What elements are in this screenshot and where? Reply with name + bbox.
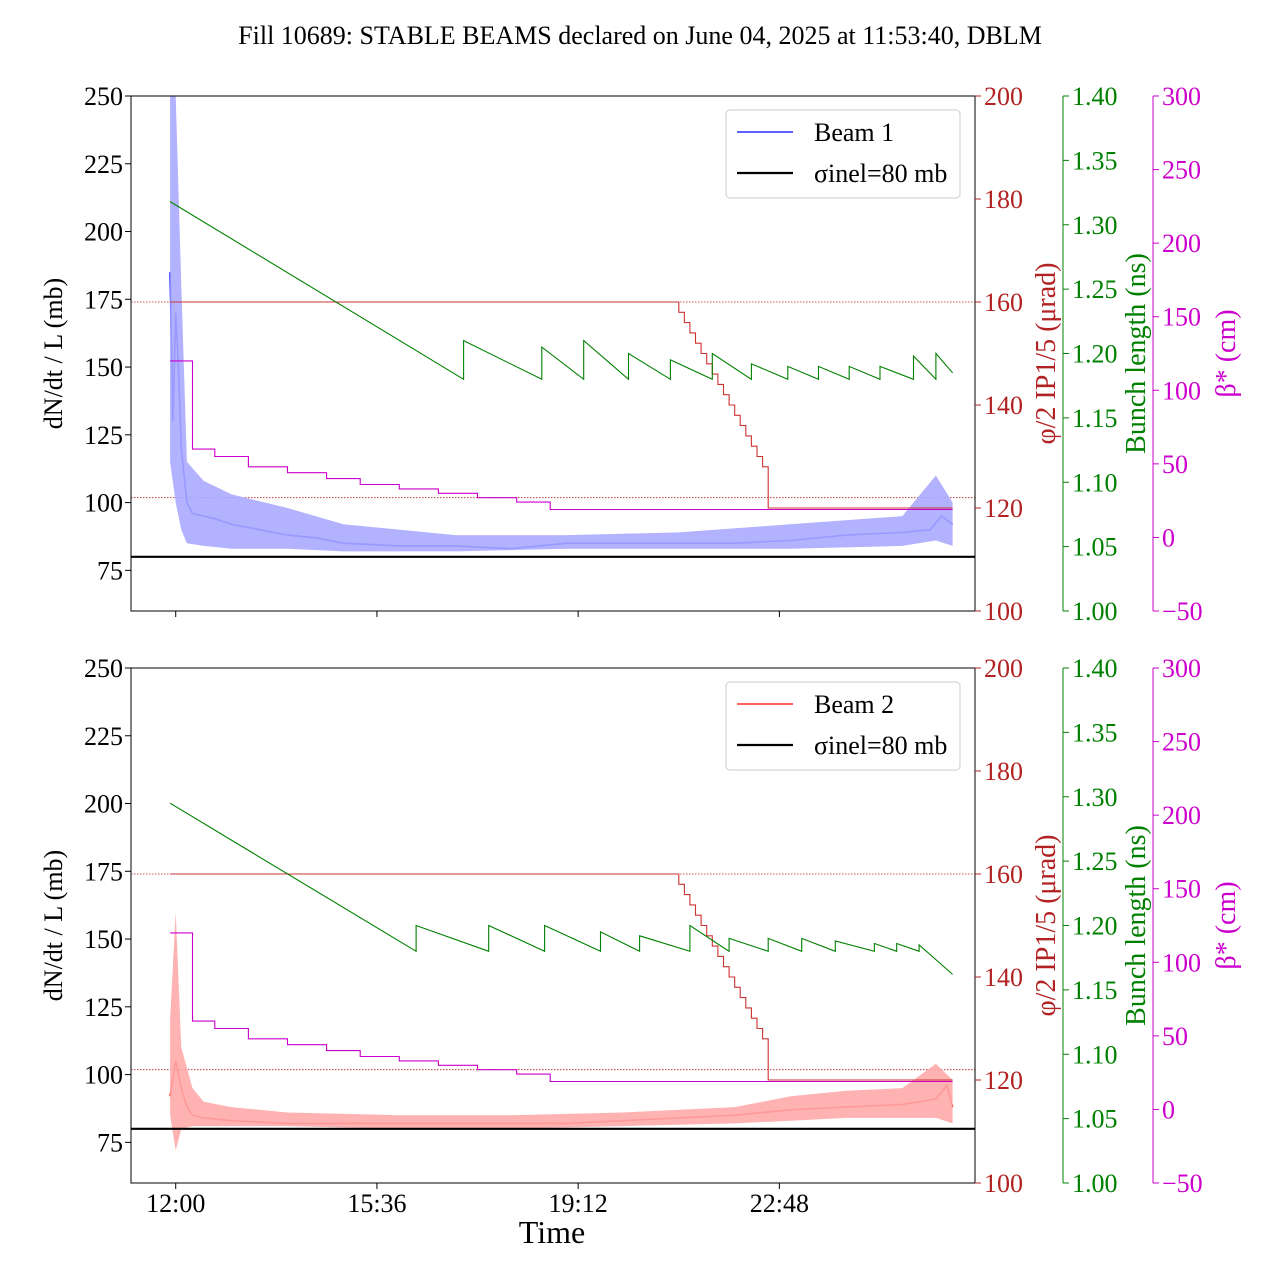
x-tick-label: 12:00 bbox=[146, 1189, 205, 1218]
angle-tick-label: 140 bbox=[984, 963, 1023, 992]
bunch-tick-label: 1.10 bbox=[1072, 468, 1118, 497]
bunch-tick-label: 1.00 bbox=[1072, 597, 1118, 626]
left-tick-label: 175 bbox=[84, 285, 123, 314]
beta-tick-label: 250 bbox=[1162, 728, 1201, 757]
left-axis-label: dN/dt / L (mb) bbox=[39, 278, 68, 429]
left-tick-label: 150 bbox=[84, 925, 123, 954]
left-tick-label: 250 bbox=[84, 654, 123, 683]
left-tick-label: 150 bbox=[84, 353, 123, 382]
panel-bottom: 75 100 125 150 175 200 225 250 dN/dt / L (mb) 100… bbox=[39, 654, 1242, 1218]
bunch-tick-label: 1.35 bbox=[1072, 718, 1118, 747]
x-tick-label: 15:36 bbox=[347, 1189, 406, 1218]
beta-tick-label: 150 bbox=[1162, 875, 1201, 904]
bunch-tick-label: 1.25 bbox=[1072, 275, 1118, 304]
left-tick-label: 200 bbox=[84, 790, 123, 819]
beta-tick-label: 250 bbox=[1162, 156, 1201, 185]
left-tick-label: 100 bbox=[84, 1061, 123, 1090]
beta-tick-label: 200 bbox=[1162, 801, 1201, 830]
bunch-length-series bbox=[169, 201, 954, 381]
left-tick-label: 200 bbox=[84, 218, 123, 247]
legend-label: σinel=80 mb bbox=[814, 731, 947, 760]
--series bbox=[170, 360, 953, 511]
beta-tick-label: 100 bbox=[1162, 376, 1201, 405]
bunch-tick-label: 1.05 bbox=[1072, 533, 1118, 562]
bunch-tick-label: 1.05 bbox=[1072, 1105, 1118, 1134]
left-tick-label: 125 bbox=[84, 993, 123, 1022]
left-tick-label: 75 bbox=[97, 556, 123, 585]
bunch-tick-label: 1.00 bbox=[1072, 1169, 1118, 1198]
beta-tick-label: −50 bbox=[1162, 1169, 1203, 1198]
left-tick-label: 75 bbox=[97, 1128, 123, 1157]
legend-label: σinel=80 mb bbox=[814, 159, 947, 188]
beta-axis-label: β* (cm) bbox=[1211, 881, 1242, 969]
panel-top: 75 100 125 150 175 200 225 250 dN/dt / L (mb) 100… bbox=[39, 82, 1242, 626]
angle-tick-label: 120 bbox=[984, 494, 1023, 523]
beam-1-series bbox=[169, 272, 954, 550]
-2-ip1-5-series bbox=[170, 873, 953, 1081]
bunch-tick-label: 1.10 bbox=[1072, 1040, 1118, 1069]
left-tick-label: 125 bbox=[84, 421, 123, 450]
angle-tick-label: 160 bbox=[984, 288, 1023, 317]
legend-label: Beam 2 bbox=[814, 690, 894, 719]
bunch-axis-label: Bunch length (ns) bbox=[1121, 825, 1152, 1026]
-2-ip1-5-series bbox=[170, 301, 953, 509]
bunch-axis-label: Bunch length (ns) bbox=[1121, 253, 1152, 454]
angle-tick-label: 160 bbox=[984, 860, 1023, 889]
legend: Beam 1 σinel=80 mb bbox=[725, 109, 961, 199]
beta-tick-label: 200 bbox=[1162, 229, 1201, 258]
bunch-tick-label: 1.15 bbox=[1072, 976, 1118, 1005]
beta-axis-label: β* (cm) bbox=[1211, 309, 1242, 397]
left-tick-label: 225 bbox=[84, 150, 123, 179]
angle-axis-label: φ/2 IP1/5 (μrad) bbox=[1031, 262, 1062, 444]
left-axis-label: dN/dt / L (mb) bbox=[39, 850, 68, 1001]
plot-frame bbox=[130, 667, 976, 1184]
legend-label: Beam 1 bbox=[814, 118, 894, 147]
bunch-tick-label: 1.30 bbox=[1072, 211, 1118, 240]
angle-tick-label: 140 bbox=[984, 391, 1023, 420]
bunch-tick-label: 1.40 bbox=[1072, 654, 1118, 683]
angle-tick-label: 180 bbox=[984, 185, 1023, 214]
beam-1-band-series bbox=[170, 96, 953, 552]
angle-tick-label: 100 bbox=[984, 597, 1023, 626]
bunch-tick-label: 1.25 bbox=[1072, 847, 1118, 876]
left-tick-label: 100 bbox=[84, 489, 123, 518]
angle-tick-label: 200 bbox=[984, 654, 1023, 683]
left-tick-label: 250 bbox=[84, 82, 123, 111]
--series bbox=[170, 932, 953, 1083]
beta-tick-label: 50 bbox=[1162, 450, 1188, 479]
left-tick-label: 225 bbox=[84, 722, 123, 751]
bunch-tick-label: 1.15 bbox=[1072, 404, 1118, 433]
beta-tick-label: 50 bbox=[1162, 1022, 1188, 1051]
angle-tick-label: 100 bbox=[984, 1169, 1023, 1198]
bunch-length-series bbox=[169, 802, 953, 975]
angle-tick-label: 200 bbox=[984, 82, 1023, 111]
bunch-tick-label: 1.40 bbox=[1072, 82, 1118, 111]
plot-area bbox=[131, 96, 975, 558]
angle-axis-label: φ/2 IP1/5 (μrad) bbox=[1031, 834, 1062, 1016]
bunch-tick-label: 1.30 bbox=[1072, 783, 1118, 812]
plot-area bbox=[131, 802, 975, 1151]
beta-tick-label: 300 bbox=[1162, 82, 1201, 111]
beta-tick-label: 150 bbox=[1162, 303, 1201, 332]
bunch-tick-label: 1.20 bbox=[1072, 340, 1118, 369]
legend: Beam 2 σinel=80 mb bbox=[725, 681, 961, 771]
left-tick-label: 175 bbox=[84, 857, 123, 886]
bunch-tick-label: 1.20 bbox=[1072, 912, 1118, 941]
beta-tick-label: 100 bbox=[1162, 948, 1201, 977]
chart-title: Fill 10689: STABLE BEAMS declared on Jun… bbox=[238, 21, 1042, 50]
bunch-tick-label: 1.35 bbox=[1072, 146, 1118, 175]
angle-tick-label: 120 bbox=[984, 1066, 1023, 1095]
x-tick-label: 19:12 bbox=[549, 1189, 608, 1218]
angle-tick-label: 180 bbox=[984, 757, 1023, 786]
beta-tick-label: −50 bbox=[1162, 597, 1203, 626]
x-axis-label: Time bbox=[519, 1214, 585, 1250]
plot-frame bbox=[130, 95, 976, 612]
beta-tick-label: 0 bbox=[1162, 1095, 1175, 1124]
beta-tick-label: 300 bbox=[1162, 654, 1201, 683]
x-tick-label: 22:48 bbox=[750, 1189, 809, 1218]
beta-tick-label: 0 bbox=[1162, 523, 1175, 552]
